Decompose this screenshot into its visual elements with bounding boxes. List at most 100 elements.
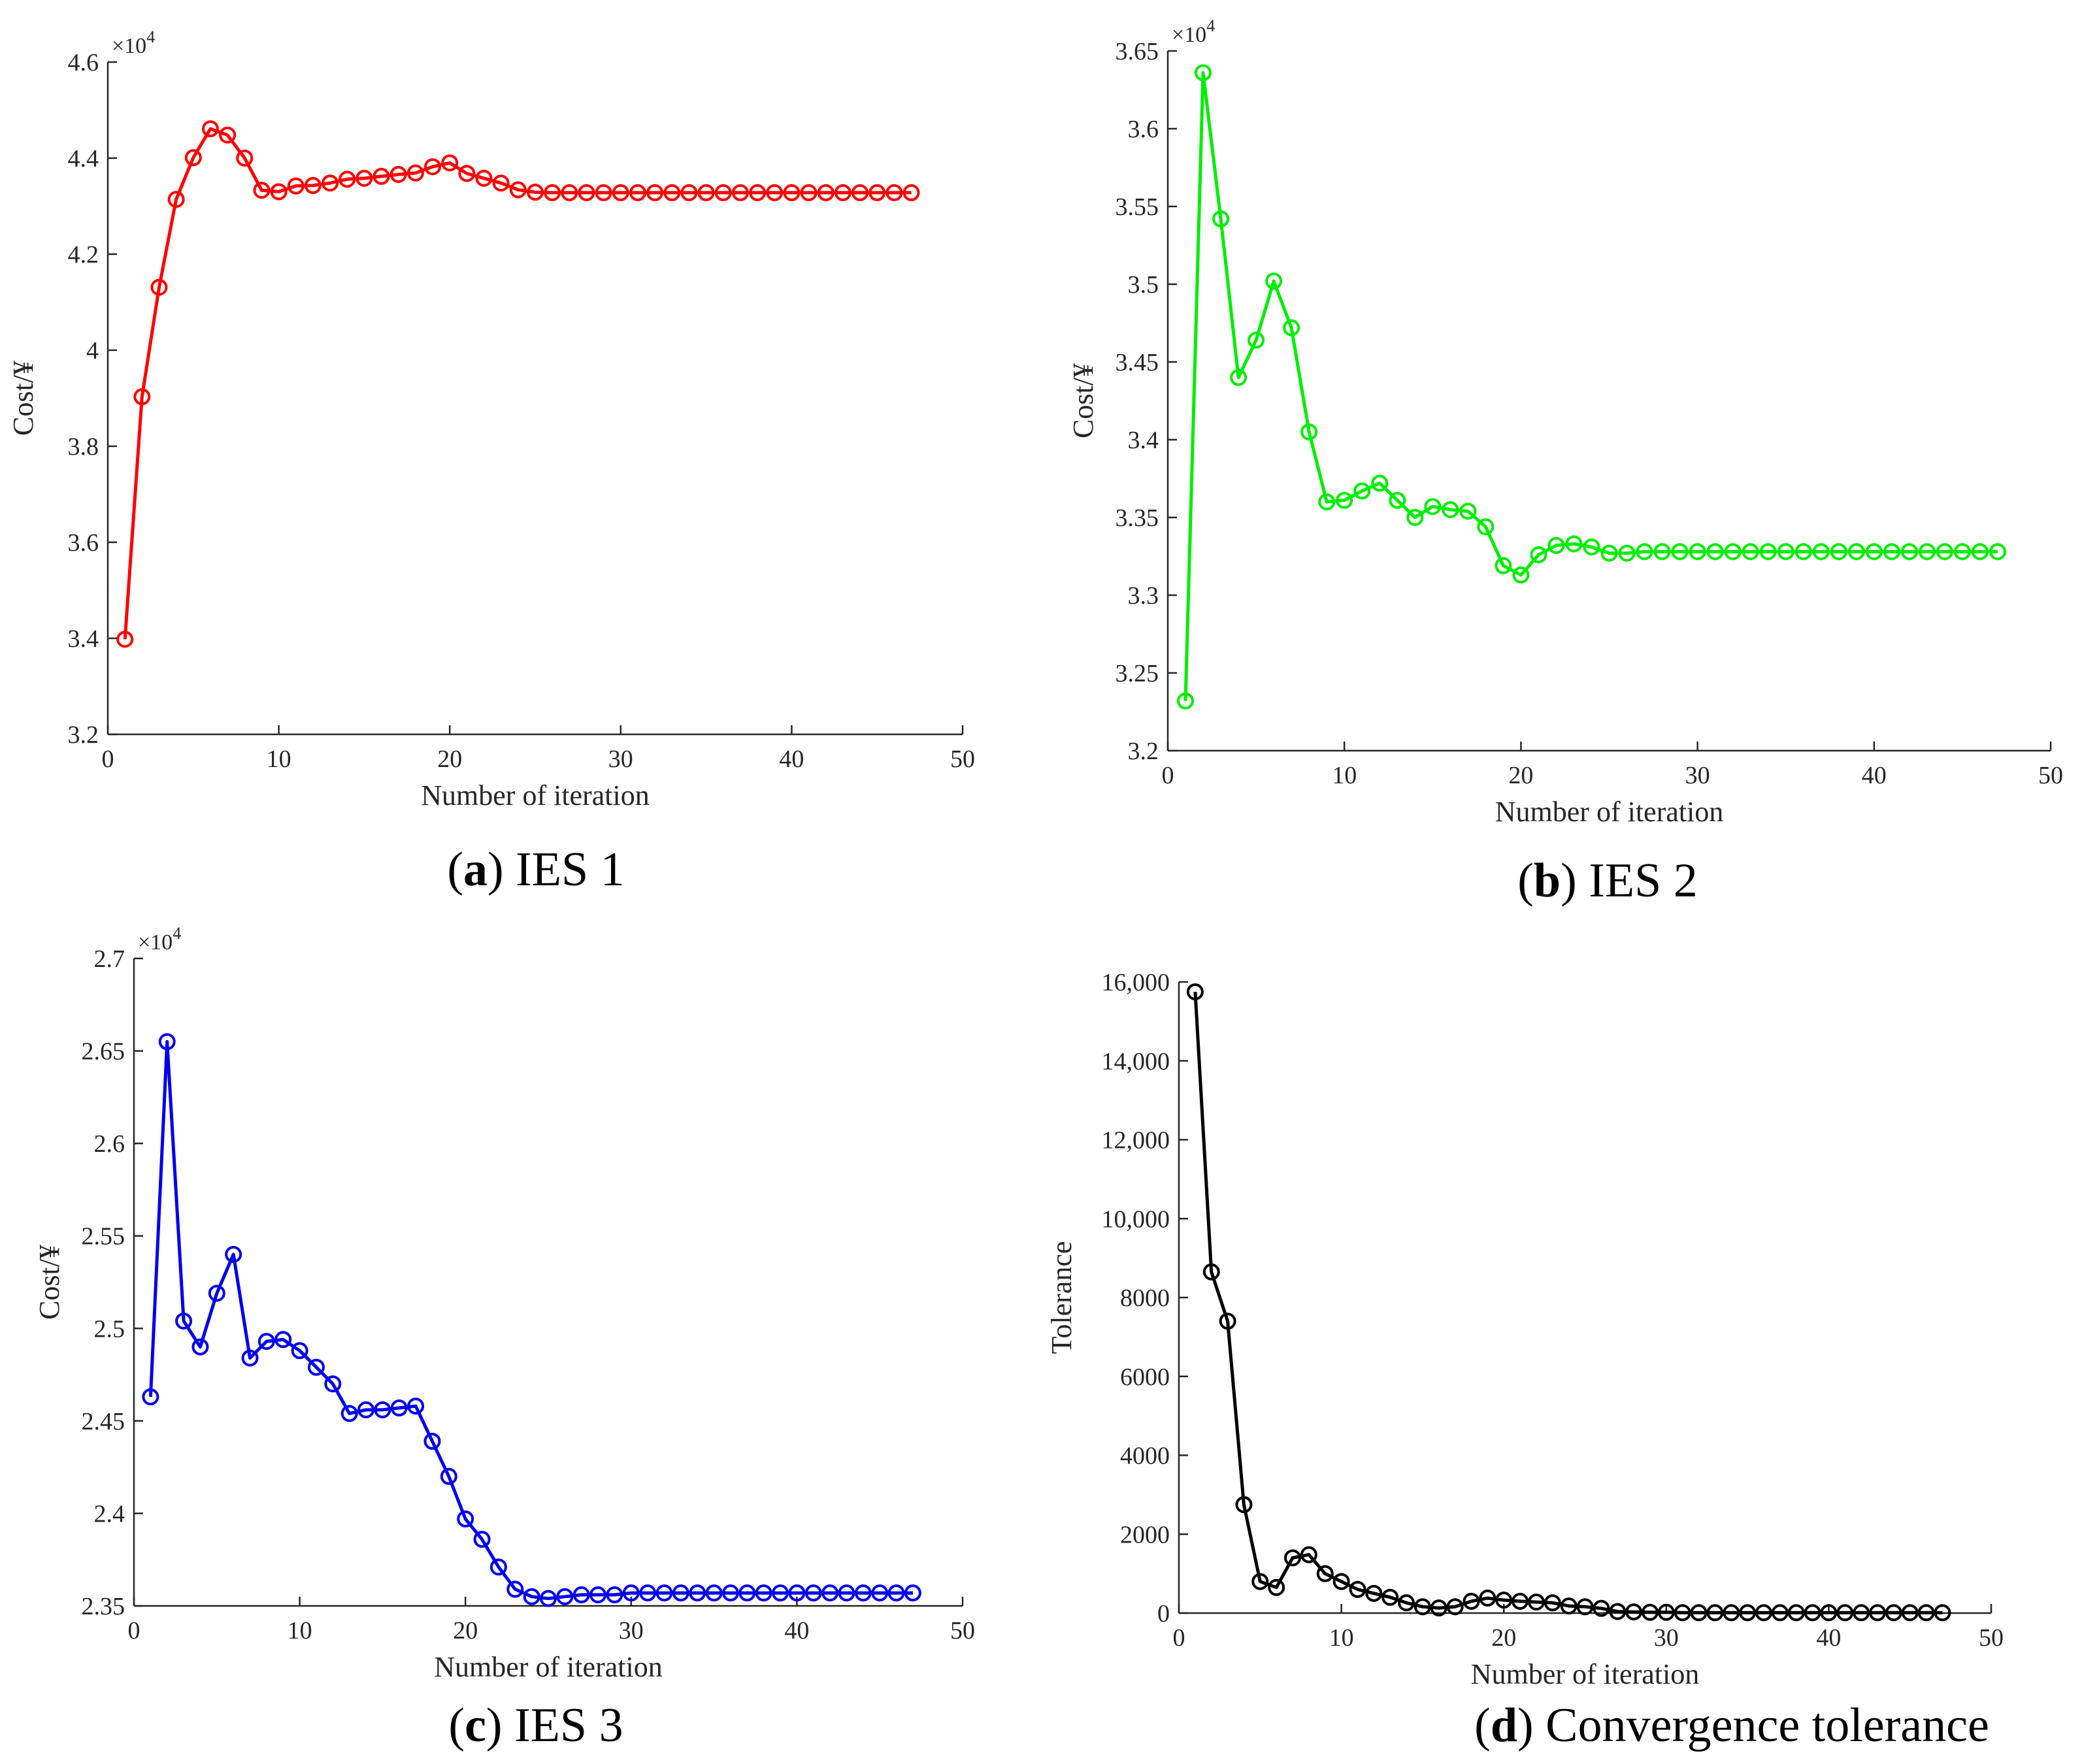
data-point — [1739, 1604, 1757, 1622]
data-point — [523, 1588, 540, 1605]
ies3-panel: 0 10 20 30 40 50 2.35 2.4 2.45 2.5 2.55 2.6 2.65 2.7 ×… — [33, 924, 975, 1752]
data-point — [219, 126, 237, 144]
x-tick-label: 30 — [619, 1617, 644, 1644]
y-tick-label: 14,000 — [1102, 1048, 1170, 1075]
y-tick-label: 2.5 — [94, 1315, 125, 1343]
y-axis-label: Tolerance — [1046, 1241, 1078, 1354]
data-point — [506, 1580, 524, 1598]
y-axis-label: Cost/¥ — [1067, 363, 1099, 438]
y-tick-label: 16,000 — [1102, 969, 1170, 996]
data-point — [1463, 1592, 1480, 1610]
x-tick-label: 40 — [1816, 1624, 1841, 1652]
caption-paren-open: ( — [448, 1699, 465, 1752]
data-point — [1177, 692, 1195, 710]
data-point — [116, 630, 134, 648]
exponent-power: 4 — [146, 27, 155, 46]
data-point — [1989, 543, 2006, 561]
data-point — [1917, 1604, 1935, 1622]
x-tick-label: 10 — [267, 745, 291, 773]
data-point — [424, 158, 442, 176]
data-point — [1918, 543, 1936, 561]
y-tick-label: 3.3 — [1128, 582, 1159, 610]
data-point — [1804, 1604, 1821, 1622]
data-point — [357, 1401, 375, 1418]
data-point — [457, 1510, 474, 1527]
x-tick-label: 0 — [128, 1617, 141, 1644]
data-point — [473, 1531, 491, 1548]
y-tick-label: 3.4 — [68, 625, 99, 653]
y-axis-label: Cost/¥ — [7, 361, 39, 436]
data-point — [1706, 543, 1724, 561]
data-point — [1547, 536, 1565, 554]
data-point — [1349, 1580, 1366, 1598]
y-tick-label: 2.7 — [94, 945, 125, 973]
data-point — [572, 1586, 590, 1604]
y-tick-label: 3.6 — [68, 529, 99, 557]
data-point — [287, 177, 305, 195]
data-point — [1690, 1604, 1708, 1622]
y-tick-label: 4000 — [1120, 1443, 1170, 1470]
data-point — [680, 184, 698, 201]
y-tick-label: 3.25 — [1116, 660, 1159, 687]
y-tick-label: 2.55 — [82, 1223, 125, 1250]
data-point — [629, 184, 646, 201]
data-point — [356, 169, 373, 187]
data-point — [1202, 1263, 1220, 1281]
caption-paren-open: ( — [447, 843, 463, 896]
y-tick-label: 2.6 — [94, 1130, 125, 1158]
x-tick-label: 30 — [1685, 762, 1710, 789]
data-point — [606, 1586, 623, 1604]
y-tick-label: 0 — [1157, 1600, 1170, 1627]
data-point — [1251, 1573, 1269, 1590]
y-tick-label: 3.65 — [1116, 38, 1159, 65]
data-point — [458, 165, 476, 182]
data-point — [1248, 331, 1265, 349]
data-point — [1901, 1604, 1919, 1622]
data-point — [1830, 543, 1847, 561]
data-point — [589, 1586, 607, 1604]
x-axis-label: Number of iteration — [421, 779, 649, 811]
data-point — [1560, 1597, 1578, 1615]
data-point — [340, 1405, 358, 1422]
data-point — [527, 184, 544, 201]
x-tick-label: 50 — [950, 745, 975, 773]
x-tick-label: 10 — [1329, 1624, 1354, 1652]
data-point — [241, 1349, 259, 1367]
data-point — [509, 181, 527, 199]
series-line — [148, 1039, 913, 1601]
data-point — [540, 1590, 557, 1607]
data-point — [322, 174, 339, 192]
x-tick-label: 10 — [288, 1617, 312, 1644]
panel-caption: (c) IES 3 — [448, 1699, 623, 1752]
data-point — [821, 1584, 839, 1602]
x-tick-label: 10 — [1332, 762, 1357, 789]
data-point — [372, 167, 390, 185]
data-point — [1371, 474, 1389, 492]
data-point — [1820, 1604, 1838, 1622]
data-point — [578, 184, 595, 201]
data-point — [1336, 491, 1353, 509]
y-tick-label: 4.6 — [68, 49, 99, 76]
data-point — [1583, 538, 1600, 556]
data-point — [274, 1331, 292, 1348]
data-point — [1576, 1598, 1594, 1616]
data-point — [1219, 1313, 1236, 1330]
exponent-power: 4 — [173, 924, 181, 943]
y-tick-label: 3.4 — [1128, 427, 1159, 454]
data-point — [1723, 1604, 1740, 1622]
data-point — [307, 1358, 325, 1376]
data-point — [374, 1401, 391, 1418]
data-point — [1934, 1604, 1951, 1622]
x-tick-label: 40 — [779, 745, 804, 773]
data-point — [1414, 1598, 1431, 1616]
data-point — [663, 184, 681, 201]
data-point — [1332, 1573, 1350, 1590]
data-point — [1235, 1495, 1253, 1513]
data-point — [167, 191, 185, 208]
caption-letter: b — [1534, 854, 1561, 907]
data-point — [868, 184, 886, 201]
data-point — [1300, 1546, 1317, 1563]
data-point — [1777, 543, 1795, 561]
data-point — [1512, 1592, 1529, 1610]
data-point — [646, 184, 664, 201]
